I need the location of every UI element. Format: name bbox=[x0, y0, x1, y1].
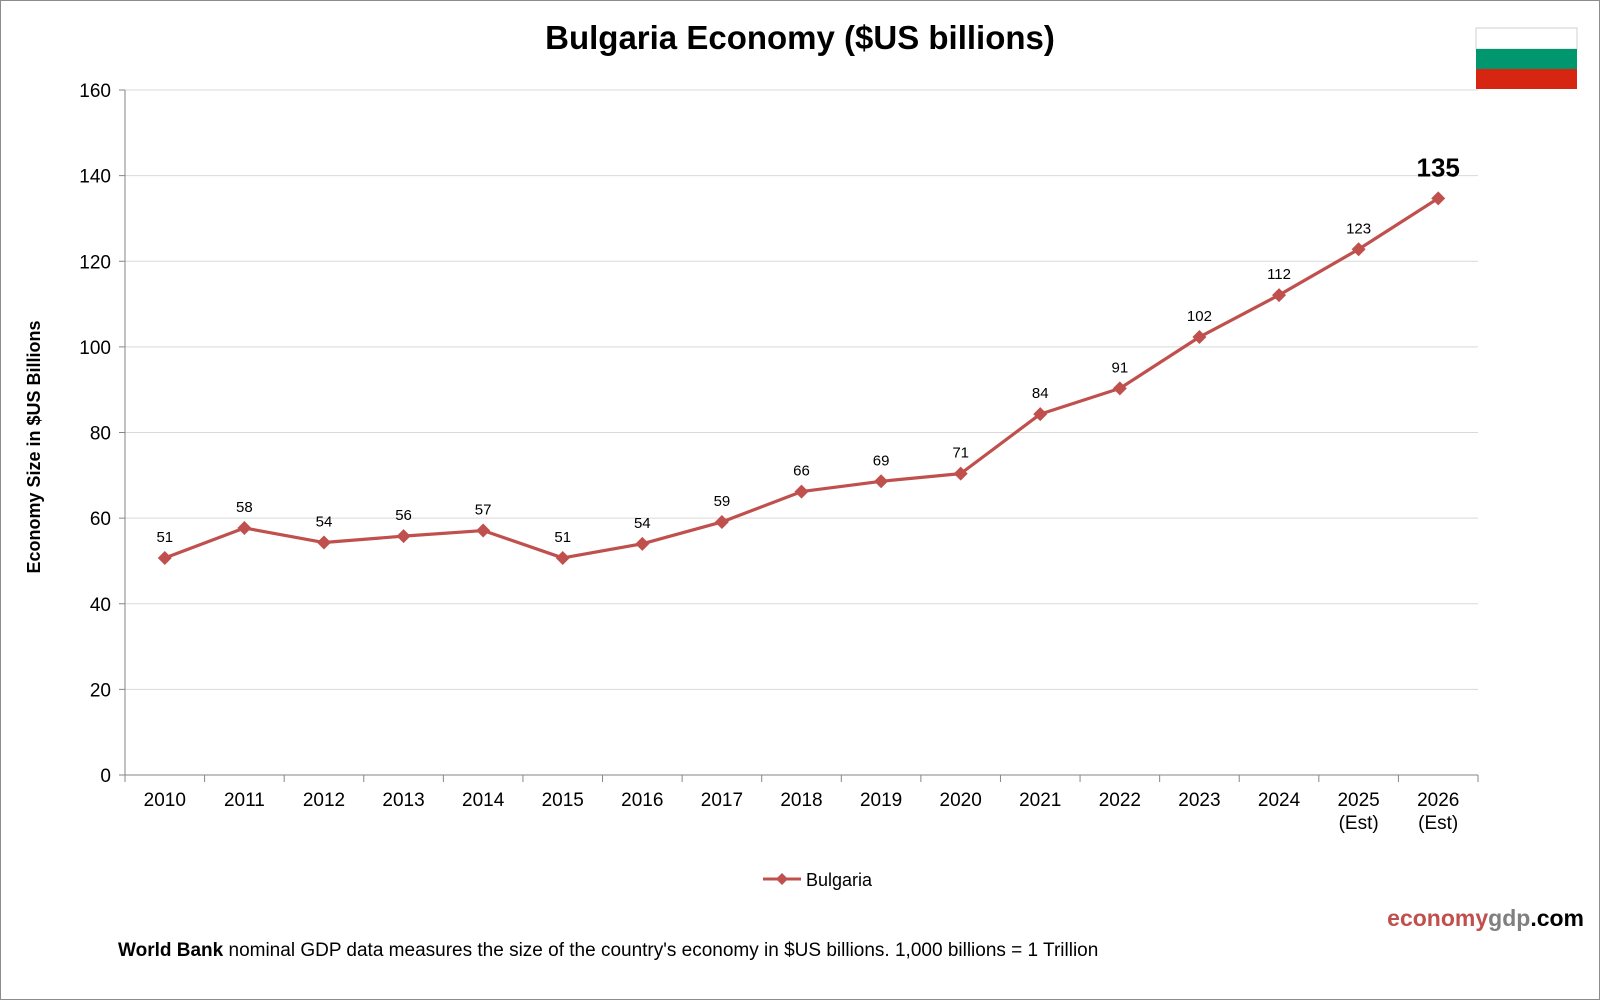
x-tick-label: 2011 bbox=[224, 790, 265, 811]
footnote-text: nominal GDP data measures the size of th… bbox=[223, 940, 1099, 961]
data-label: 57 bbox=[475, 502, 492, 519]
legend-item-bulgaria: Bulgaria bbox=[806, 870, 873, 890]
chart-title: Bulgaria Economy ($US billions) bbox=[545, 19, 1055, 56]
y-tick-label: 0 bbox=[100, 766, 111, 787]
x-tick-label: 2024 bbox=[1258, 790, 1301, 811]
data-point-marker bbox=[1033, 407, 1048, 422]
y-tick-label: 100 bbox=[79, 338, 111, 359]
brand-logo: economygdp.com bbox=[1387, 905, 1584, 932]
data-label: 54 bbox=[316, 514, 333, 531]
data-label: 71 bbox=[952, 445, 969, 462]
footnote: World Bank nominal GDP data measures the… bbox=[118, 940, 1098, 962]
data-point-marker bbox=[237, 520, 252, 535]
data-point-marker bbox=[1272, 288, 1287, 303]
data-point-marker bbox=[476, 523, 491, 538]
series-bulgaria bbox=[157, 191, 1446, 565]
x-tick-label: 2014 bbox=[462, 790, 505, 811]
data-point-marker bbox=[635, 536, 650, 551]
data-point-marker bbox=[396, 529, 411, 544]
data-label: 51 bbox=[554, 529, 571, 546]
x-tick-label: 2020 bbox=[940, 790, 982, 811]
data-point-marker bbox=[555, 550, 570, 565]
data-point-marker bbox=[794, 484, 809, 499]
x-tick-label: 2016 bbox=[621, 790, 663, 811]
y-tick-label: 80 bbox=[90, 424, 111, 445]
brand-part-economy: economy bbox=[1387, 905, 1489, 931]
brand-part-gdp: gdp bbox=[1488, 905, 1531, 931]
y-tick-labels: 0 20 40 60 80 100 120 140 160 bbox=[79, 81, 111, 787]
axes bbox=[124, 90, 1479, 782]
y-tick-label: 60 bbox=[90, 509, 111, 530]
x-tick-label: 2021 bbox=[1019, 790, 1061, 811]
data-label: 66 bbox=[793, 463, 810, 480]
x-tick-label: 2015 bbox=[542, 790, 584, 811]
y-tick-label: 20 bbox=[90, 680, 111, 701]
data-label: 59 bbox=[714, 493, 731, 510]
x-tick-label: 2012 bbox=[303, 790, 345, 811]
data-point-marker bbox=[874, 474, 889, 489]
data-label: 54 bbox=[634, 515, 651, 532]
data-label: 84 bbox=[1032, 385, 1049, 402]
data-label: 112 bbox=[1267, 266, 1291, 283]
legend: Bulgaria bbox=[763, 870, 873, 890]
data-point-marker bbox=[157, 550, 172, 565]
data-label: 123 bbox=[1346, 220, 1371, 237]
data-label: 91 bbox=[1112, 359, 1129, 376]
data-labels: 51 58 54 56 57 51 54 59 66 69 71 84 91 102 112 123 135 bbox=[156, 152, 1459, 546]
data-point-marker bbox=[1112, 381, 1127, 396]
y-tick-label: 140 bbox=[79, 167, 111, 188]
data-point-marker bbox=[714, 514, 729, 529]
data-point-marker bbox=[953, 466, 968, 481]
gridlines bbox=[119, 89, 1478, 776]
x-tick-label: 2023 bbox=[1178, 790, 1220, 811]
y-tick-label: 40 bbox=[90, 595, 111, 616]
y-tick-label: 160 bbox=[79, 81, 111, 102]
x-tick-label: 2017 bbox=[701, 790, 743, 811]
data-label: 69 bbox=[873, 452, 890, 469]
data-label: 102 bbox=[1187, 308, 1212, 325]
data-label: 56 bbox=[395, 507, 412, 524]
y-axis-label: Economy Size in $US Billions bbox=[24, 320, 44, 573]
x-tick-labels: 2010 2011 2012 2013 2014 2015 2016 2017 2018 2019… bbox=[144, 790, 1460, 834]
data-point-marker bbox=[316, 535, 331, 550]
data-point-marker bbox=[1431, 191, 1446, 206]
bulgaria-flag-icon bbox=[1475, 27, 1578, 89]
y-tick-label: 120 bbox=[79, 252, 111, 273]
legend-marker bbox=[776, 873, 788, 885]
x-tick-label: 2019 bbox=[860, 790, 902, 811]
brand-part-com: .com bbox=[1530, 905, 1584, 931]
data-label: 58 bbox=[236, 499, 253, 516]
x-tick-label: 2010 bbox=[144, 790, 186, 811]
x-tick-label: 2025 (Est) bbox=[1337, 790, 1379, 834]
data-point-marker bbox=[1192, 330, 1207, 345]
data-label: 51 bbox=[156, 529, 173, 546]
footnote-source: World Bank bbox=[118, 940, 224, 961]
series-line bbox=[164, 196, 1440, 560]
x-tick-label: 2022 bbox=[1099, 790, 1141, 811]
x-tick-label: 2018 bbox=[780, 790, 822, 811]
data-label: 135 bbox=[1417, 152, 1460, 182]
data-point-marker bbox=[1351, 242, 1366, 257]
x-tick-label: 2026 (Est) bbox=[1417, 790, 1459, 834]
x-tick-label: 2013 bbox=[382, 790, 424, 811]
